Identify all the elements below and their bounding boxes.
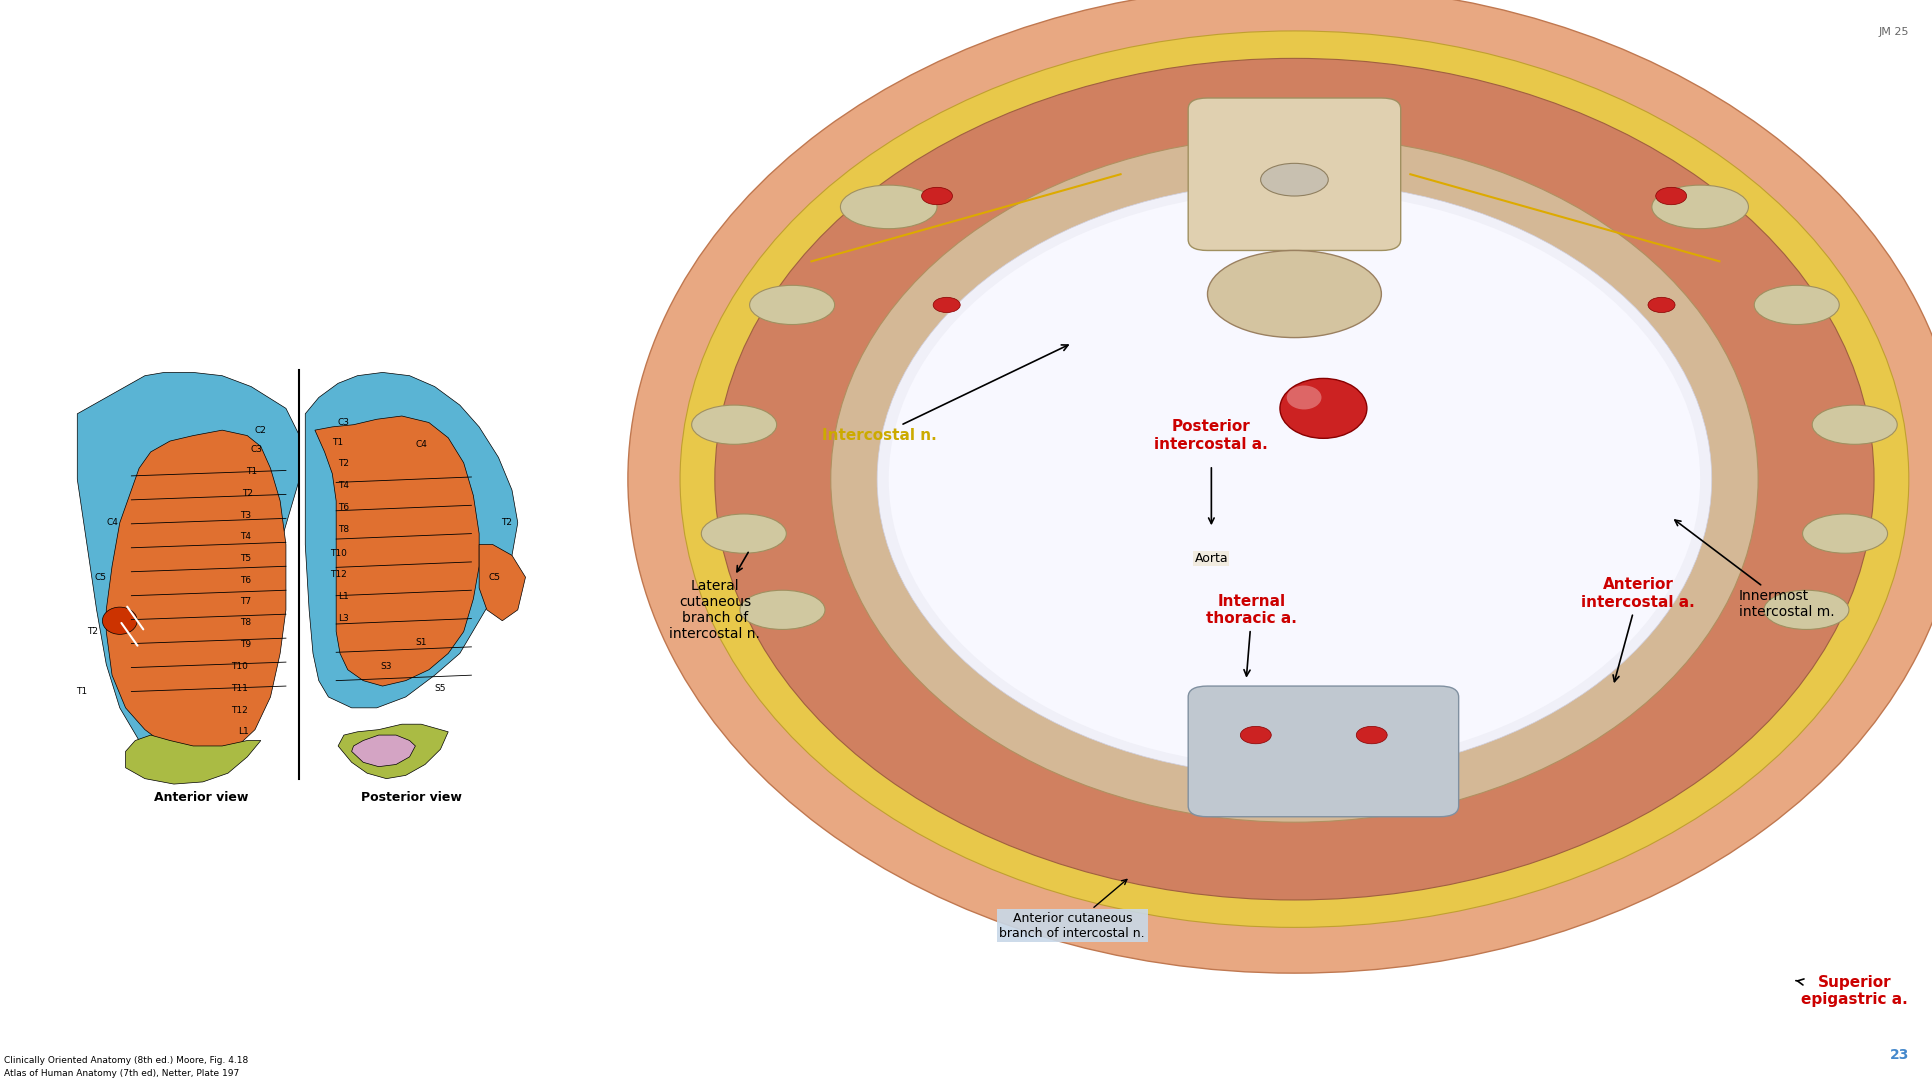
Text: Superior
epigastric a.: Superior epigastric a. xyxy=(1797,975,1909,1007)
Text: Anterior
intercostal a.: Anterior intercostal a. xyxy=(1582,577,1694,682)
Circle shape xyxy=(1656,187,1687,205)
Ellipse shape xyxy=(1764,590,1849,629)
Ellipse shape xyxy=(715,59,1874,900)
Text: T2: T2 xyxy=(87,627,99,636)
Text: Anterior cutaneous
branch of intercostal n.: Anterior cutaneous branch of intercostal… xyxy=(999,880,1146,940)
Polygon shape xyxy=(126,735,261,784)
Text: C4: C4 xyxy=(415,440,427,449)
Ellipse shape xyxy=(1803,514,1888,553)
Text: T5: T5 xyxy=(240,554,251,563)
Text: Internal
thoracic a.: Internal thoracic a. xyxy=(1206,594,1298,676)
Text: T7: T7 xyxy=(240,597,251,605)
Text: Intercostal n.: Intercostal n. xyxy=(821,345,1068,443)
Text: S3: S3 xyxy=(381,662,392,671)
Ellipse shape xyxy=(831,136,1758,822)
Ellipse shape xyxy=(692,405,777,444)
Text: T4: T4 xyxy=(240,533,251,541)
Text: C5: C5 xyxy=(95,573,106,582)
Text: T4: T4 xyxy=(338,481,350,490)
Text: T6: T6 xyxy=(240,576,251,585)
Polygon shape xyxy=(338,724,448,779)
Text: T1: T1 xyxy=(245,467,257,476)
Text: T8: T8 xyxy=(338,525,350,534)
Text: C2: C2 xyxy=(255,426,267,435)
Ellipse shape xyxy=(889,191,1700,768)
Text: T11: T11 xyxy=(232,684,247,693)
Ellipse shape xyxy=(1287,386,1321,409)
Polygon shape xyxy=(352,735,415,767)
Text: T2: T2 xyxy=(500,518,512,527)
Ellipse shape xyxy=(1262,163,1329,196)
Text: Posterior view: Posterior view xyxy=(361,791,462,804)
Text: L3: L3 xyxy=(338,614,350,623)
Text: T10: T10 xyxy=(232,662,247,671)
Text: T12: T12 xyxy=(330,571,346,579)
Ellipse shape xyxy=(1208,250,1381,338)
Polygon shape xyxy=(106,430,286,762)
Ellipse shape xyxy=(1652,185,1748,229)
Text: L1: L1 xyxy=(338,592,350,601)
Text: C3: C3 xyxy=(251,445,263,454)
Polygon shape xyxy=(479,544,526,621)
Ellipse shape xyxy=(1754,285,1839,325)
Circle shape xyxy=(1648,297,1675,313)
Polygon shape xyxy=(315,416,479,686)
Text: Lateral
cutaneous
branch of
intercostal n.: Lateral cutaneous branch of intercostal … xyxy=(668,552,761,641)
Ellipse shape xyxy=(680,30,1909,928)
Text: S1: S1 xyxy=(415,638,427,647)
Ellipse shape xyxy=(1812,405,1897,444)
Text: C3: C3 xyxy=(338,418,350,427)
FancyBboxPatch shape xyxy=(1188,98,1401,250)
Text: Anterior view: Anterior view xyxy=(155,791,247,804)
Polygon shape xyxy=(77,372,299,773)
Ellipse shape xyxy=(1279,379,1368,438)
Text: C5: C5 xyxy=(489,573,500,582)
Text: Aorta: Aorta xyxy=(1194,552,1229,565)
Ellipse shape xyxy=(840,185,937,229)
Text: T6: T6 xyxy=(338,503,350,512)
Ellipse shape xyxy=(750,285,835,325)
Text: T2: T2 xyxy=(242,489,253,498)
Text: C4: C4 xyxy=(106,518,118,527)
Circle shape xyxy=(1356,726,1387,744)
Text: L1: L1 xyxy=(238,727,249,736)
Ellipse shape xyxy=(701,514,786,553)
Text: T8: T8 xyxy=(240,619,251,627)
Text: Clinically Oriented Anatomy (8th ed.) Moore, Fig. 4.18: Clinically Oriented Anatomy (8th ed.) Mo… xyxy=(4,1056,247,1065)
Text: Posterior
intercostal a.: Posterior intercostal a. xyxy=(1155,419,1267,452)
Polygon shape xyxy=(305,372,518,708)
Ellipse shape xyxy=(628,0,1932,974)
Ellipse shape xyxy=(740,590,825,629)
Text: T9: T9 xyxy=(240,640,251,649)
Text: T10: T10 xyxy=(330,549,346,558)
FancyBboxPatch shape xyxy=(1188,686,1459,817)
Ellipse shape xyxy=(102,608,137,634)
Ellipse shape xyxy=(877,182,1712,776)
Circle shape xyxy=(933,297,960,313)
Circle shape xyxy=(922,187,952,205)
Text: JM 25: JM 25 xyxy=(1878,27,1909,37)
Circle shape xyxy=(1240,726,1271,744)
Text: T2: T2 xyxy=(338,460,350,468)
Text: T1: T1 xyxy=(75,687,87,696)
Text: 23: 23 xyxy=(1889,1048,1909,1062)
Text: T12: T12 xyxy=(232,706,247,714)
Text: Innermost
intercostal m.: Innermost intercostal m. xyxy=(1675,521,1833,620)
Text: Atlas of Human Anatomy (7th ed), Netter, Plate 197: Atlas of Human Anatomy (7th ed), Netter,… xyxy=(4,1069,240,1078)
Text: T3: T3 xyxy=(240,511,251,519)
Text: S5: S5 xyxy=(435,684,446,693)
Text: T1: T1 xyxy=(332,438,344,446)
